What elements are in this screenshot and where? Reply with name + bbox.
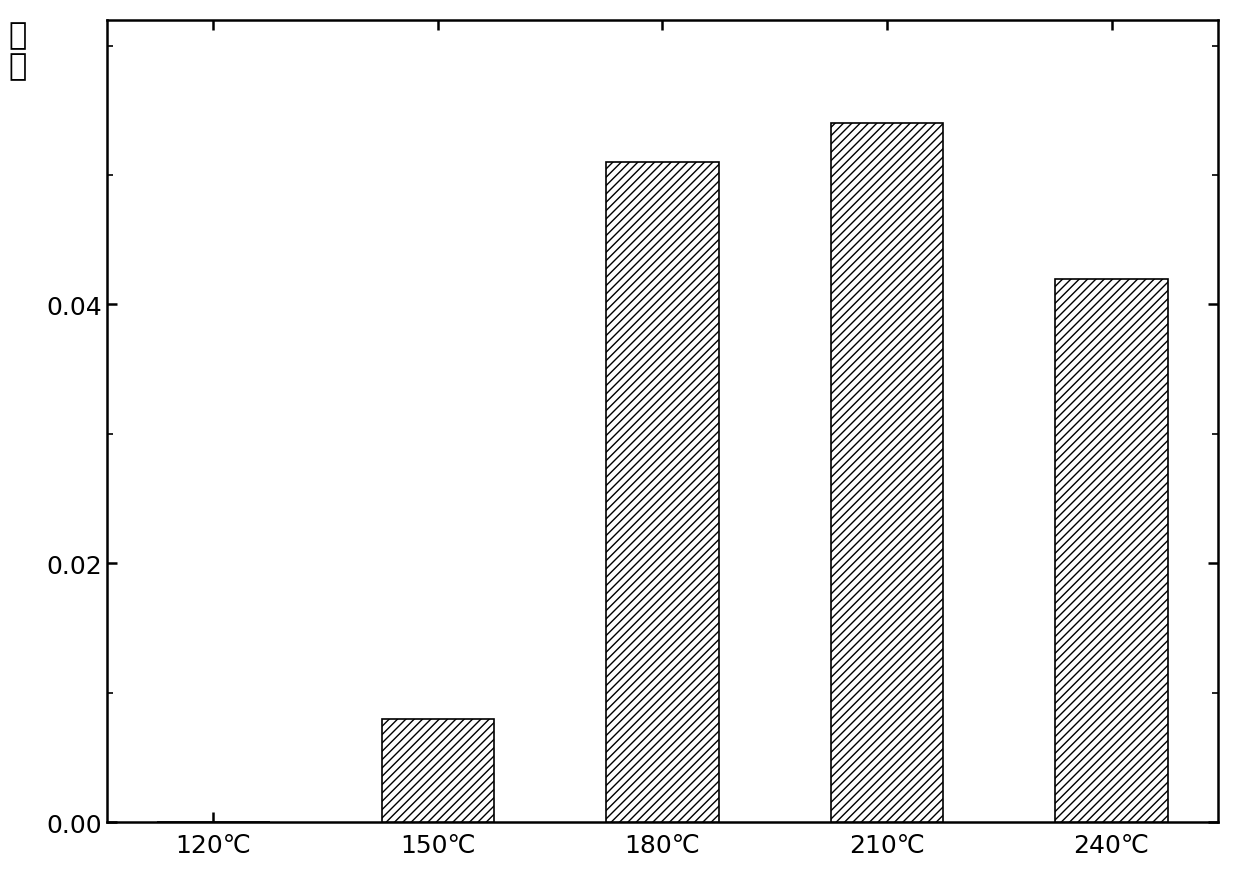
Bar	[1056, 279, 1167, 822]
Bar	[606, 163, 719, 822]
Bar	[382, 719, 494, 822]
Bar	[831, 124, 943, 822]
Text: 产
率: 产 率	[9, 21, 27, 81]
